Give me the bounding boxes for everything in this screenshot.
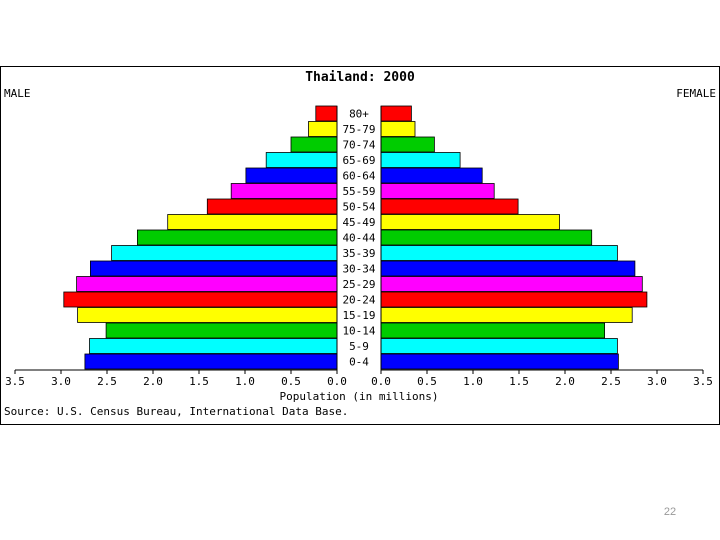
female-bar-75-79 <box>380 121 416 137</box>
male-bar-10-14 <box>105 322 338 339</box>
male-bar-35-39 <box>111 245 338 261</box>
male-bar-50-54 <box>206 198 338 215</box>
male-bar-65-69 <box>265 152 338 168</box>
age-group-label: 5-9 <box>349 340 369 353</box>
age-group-label: 0-4 <box>349 356 369 369</box>
female-bar-65-69 <box>380 152 461 168</box>
x-tick-label: 0.0 <box>371 375 391 388</box>
x-tick-label: 2.0 <box>143 375 163 388</box>
age-group-label: 10-14 <box>342 325 375 338</box>
female-bar-45-49 <box>380 214 560 230</box>
male-bar-30-34 <box>90 260 338 277</box>
male-bar-20-24 <box>63 291 338 308</box>
female-bar-0-4 <box>380 353 619 370</box>
population-pyramid-chart: Thailand: 2000 MALE FEMALE 80+ 75-79 70-74 65-… <box>0 66 720 428</box>
male-bar-75-79 <box>308 121 338 137</box>
male-bar-25-29 <box>76 276 338 292</box>
age-group-label: 40-44 <box>342 232 375 245</box>
age-group-label: 80+ <box>349 108 369 121</box>
chart-title: Thailand: 2000 <box>305 70 415 85</box>
x-tick-label: 1.0 <box>463 375 483 388</box>
age-group-label: 15-19 <box>342 309 375 322</box>
x-tick-label: 3.5 <box>693 375 713 388</box>
female-bar-10-14 <box>380 322 606 339</box>
x-tick-label: 3.0 <box>51 375 71 388</box>
age-group-label: 55-59 <box>342 185 375 198</box>
x-tick-label: 0.0 <box>327 375 347 388</box>
x-tick-label: 3.5 <box>5 375 25 388</box>
female-bar-35-39 <box>380 245 618 261</box>
female-bar-15-19 <box>380 307 633 323</box>
x-tick-label: 3.0 <box>647 375 667 388</box>
male-bar-70-74 <box>290 136 338 153</box>
female-bar-70-74 <box>380 136 435 153</box>
female-bar-60-64 <box>380 167 483 184</box>
female-bar-5-9 <box>380 338 618 354</box>
age-group-label: 75-79 <box>342 123 375 136</box>
slide-page-number: 22 <box>663 506 677 518</box>
female-bar-40-44 <box>380 229 593 246</box>
age-group-label: 65-69 <box>342 154 375 167</box>
female-bar-80+ <box>380 105 412 122</box>
x-tick-label: 0.5 <box>417 375 437 388</box>
male-bar-80+ <box>315 105 338 122</box>
age-group-label: 60-64 <box>342 170 375 183</box>
male-bar-60-64 <box>245 167 338 184</box>
age-group-label: 70-74 <box>342 139 375 152</box>
age-group-label: 35-39 <box>342 247 375 260</box>
x-tick-label: 2.5 <box>97 375 117 388</box>
x-tick-label: 1.5 <box>189 375 209 388</box>
x-tick-label: 2.0 <box>555 375 575 388</box>
x-tick-label: 0.5 <box>281 375 301 388</box>
male-bar-0-4 <box>84 353 338 370</box>
female-bar-50-54 <box>380 198 519 215</box>
chart-svg: Thailand: 2000 MALE FEMALE 80+ 75-79 70-74 65-… <box>0 66 720 425</box>
female-bar-55-59 <box>380 183 495 199</box>
male-bar-40-44 <box>136 229 338 246</box>
x-tick-label: 2.5 <box>601 375 621 388</box>
age-group-label: 50-54 <box>342 201 375 214</box>
male-bar-15-19 <box>77 307 338 323</box>
female-bar-25-29 <box>380 276 643 292</box>
female-label: FEMALE <box>676 87 716 100</box>
x-axis-title: Population (in millions) <box>280 390 439 403</box>
male-label: MALE <box>4 87 31 100</box>
age-group-label: 45-49 <box>342 216 375 229</box>
x-tick-label: 1.0 <box>235 375 255 388</box>
female-bar-20-24 <box>380 291 648 308</box>
male-bar-45-49 <box>167 214 338 230</box>
male-bar-5-9 <box>89 338 338 354</box>
age-group-label: 25-29 <box>342 278 375 291</box>
age-group-label: 30-34 <box>342 263 375 276</box>
age-group-label: 20-24 <box>342 294 375 307</box>
source-note: Source: U.S. Census Bureau, Internationa… <box>4 405 348 418</box>
male-bar-55-59 <box>230 183 338 199</box>
female-bar-30-34 <box>380 260 636 277</box>
x-tick-label: 1.5 <box>509 375 529 388</box>
